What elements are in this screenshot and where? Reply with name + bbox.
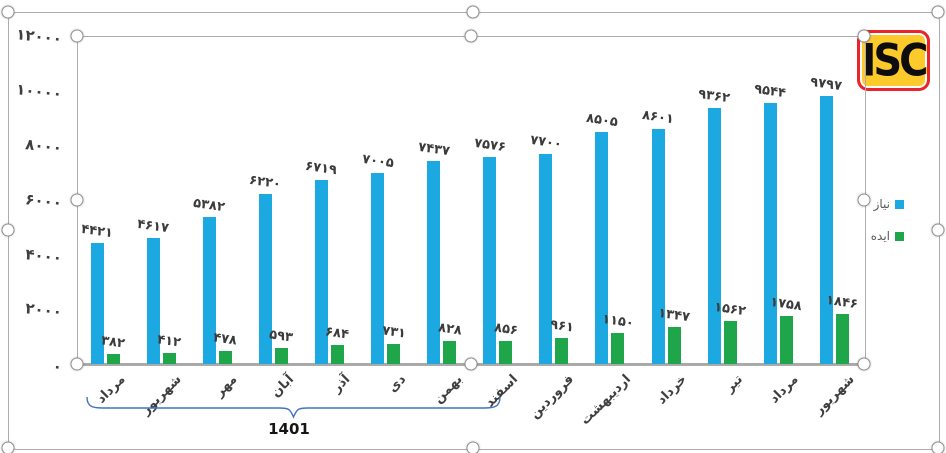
need-bar-4[interactable] [258, 193, 272, 364]
plot-selection-handle[interactable] [464, 357, 477, 371]
need-bar-7[interactable] [427, 160, 441, 364]
legend-swatch-ideh-icon [895, 231, 904, 241]
need-bar-10[interactable] [595, 131, 609, 364]
idea-bar-4[interactable] [274, 347, 288, 364]
isc-logo: ISC [857, 30, 930, 91]
need-bar-6[interactable] [371, 172, 384, 364]
need-bar-13[interactable] [763, 103, 777, 364]
legend-label-niaz: نیاز [873, 197, 890, 211]
idea-bar-6[interactable] [387, 344, 400, 364]
idea-bar-10[interactable] [611, 332, 625, 364]
need-bar-11[interactable] [651, 128, 665, 364]
idea-bar-9[interactable] [555, 337, 569, 364]
idea-bar-12[interactable] [723, 321, 737, 364]
idea-bar-8[interactable] [499, 340, 513, 364]
plot-selection-handle[interactable] [857, 193, 871, 207]
chart-selection-handle[interactable] [1, 441, 15, 453]
idea-bar-11[interactable] [667, 327, 681, 364]
plot-selection-handle[interactable] [857, 357, 871, 371]
need-bar-2[interactable] [146, 237, 160, 364]
plot-selection-handle[interactable] [70, 193, 84, 207]
idea-bar-13[interactable] [779, 315, 793, 364]
plot-selection-handle[interactable] [70, 29, 84, 43]
idea-bar-14[interactable] [835, 313, 849, 364]
idea-bar-5[interactable] [330, 345, 344, 364]
idea-bar-3[interactable] [218, 350, 232, 364]
need-bar-3[interactable] [202, 216, 216, 364]
chart-selection-handle[interactable] [931, 5, 945, 19]
year-annotation-label[interactable]: 1401 [268, 420, 310, 438]
need-bar-5[interactable] [314, 180, 328, 364]
plot-selection-handle[interactable] [464, 29, 477, 43]
need-bar-9[interactable] [539, 153, 553, 364]
chart-selection-handle[interactable] [1, 223, 15, 237]
legend: نیاز ایده [862, 197, 904, 261]
idea-bar-7[interactable] [443, 341, 457, 364]
legend-label-ideh: ایده [870, 229, 890, 243]
chart-selection-handle[interactable] [466, 5, 480, 19]
need-bar-14[interactable] [819, 96, 833, 364]
idea-bar-2[interactable] [162, 352, 176, 364]
isc-logo-text: ISC [861, 34, 928, 87]
legend-swatch-niaz-icon [895, 199, 904, 209]
legend-item-niaz[interactable]: نیاز [862, 197, 904, 211]
need-bar-1[interactable] [90, 243, 104, 364]
need-bar-8[interactable] [483, 156, 497, 364]
chart-selection-handle[interactable] [466, 441, 480, 453]
legend-item-ideh[interactable]: ایده [862, 229, 904, 243]
need-bar-12[interactable] [707, 108, 721, 364]
plot-selection-handle[interactable] [70, 357, 84, 371]
brace-shape [86, 396, 501, 419]
idea-bar-1[interactable] [106, 353, 120, 364]
chart-selection-handle[interactable] [931, 223, 945, 237]
plot-selection-handle[interactable] [857, 29, 871, 43]
chart-selection-handle[interactable] [931, 441, 945, 453]
chart-selection-handle[interactable] [1, 5, 15, 19]
